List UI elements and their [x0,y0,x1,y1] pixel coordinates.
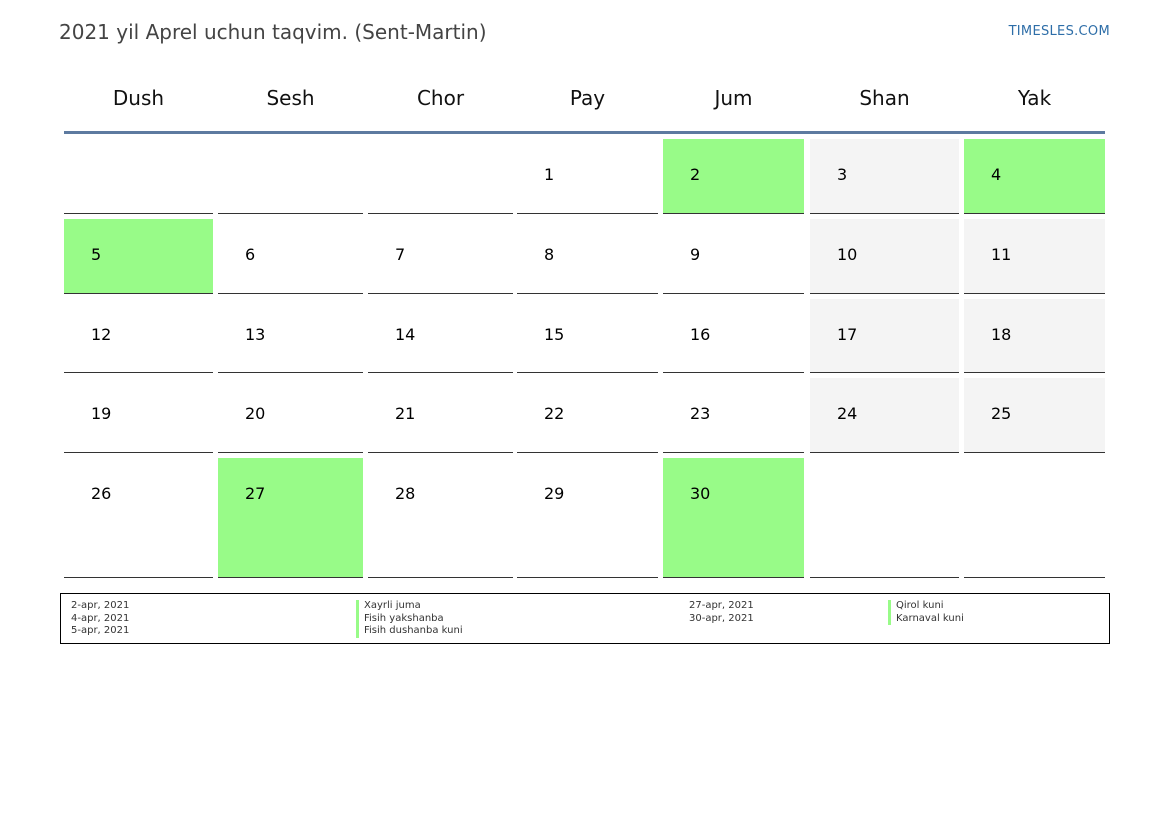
day-cell[interactable]: 13 [218,299,363,373]
legend-date: 27-apr, 2021 [689,600,754,611]
empty-day-cell [64,139,213,214]
day-cell[interactable]: 20 [218,378,363,453]
day-cell[interactable]: 26 [64,458,213,578]
legend-holiday-name: Qirol kuni [888,600,964,613]
day-number: 24 [837,404,858,423]
legend-holiday-name: Fisih dushanba kuni [356,625,463,638]
day-number: 12 [91,325,112,344]
day-cell[interactable]: 8 [517,219,658,294]
legend-dates-left: 2-apr, 2021 4-apr, 2021 5-apr, 2021 [71,600,129,638]
day-number: 5 [91,245,102,264]
day-number: 16 [690,325,711,344]
legend-date: 2-apr, 2021 [71,600,130,611]
day-number: 15 [544,325,565,344]
day-cell[interactable]: 15 [517,299,658,373]
day-number: 14 [395,325,416,344]
page-title: 2021 yil Aprel uchun taqvim. (Sent-Marti… [59,20,487,44]
weekday-header: Yak [1017,86,1052,110]
calendar-grid: Dush Sesh Chor Pay Jum Shan Yak 1 2 3 4 5 6 7 8 9 10 11 12… [64,80,1105,580]
legend-holiday-name: Fisih yakshanba [356,612,463,625]
weekday-header: Jum [714,86,753,110]
weekday-header: Dush [112,86,165,110]
holiday-day-cell[interactable]: 4 [964,139,1105,214]
day-number: 3 [837,165,848,184]
day-cell[interactable]: 6 [218,219,363,294]
day-number: 29 [544,484,565,503]
day-cell[interactable]: 29 [517,458,658,578]
day-number: 13 [245,325,266,344]
day-number: 25 [991,404,1012,423]
day-number: 9 [690,245,701,264]
day-number: 22 [544,404,565,423]
day-cell[interactable]: 18 [964,299,1105,373]
holiday-day-cell[interactable]: 2 [663,139,804,214]
header-divider [64,131,1105,134]
day-number: 27 [245,484,266,503]
day-cell[interactable]: 11 [964,219,1105,294]
day-cell[interactable]: 22 [517,378,658,453]
weekday-header: Chor [416,86,465,110]
day-number: 20 [245,404,266,423]
weekday-header: Sesh [266,86,315,110]
day-number: 21 [395,404,416,423]
day-cell[interactable]: 7 [368,219,513,294]
day-number: 19 [91,404,112,423]
legend-date: 5-apr, 2021 [71,625,130,636]
day-cell[interactable]: 14 [368,299,513,373]
legend-date: 4-apr, 2021 [71,612,130,624]
weekday-header: Pay [569,86,606,110]
day-cell[interactable]: 21 [368,378,513,453]
day-number: 10 [837,245,858,264]
day-cell[interactable]: 1 [517,139,658,214]
day-number: 4 [991,165,1002,184]
day-number: 30 [690,484,711,503]
day-number: 1 [544,165,555,184]
day-cell[interactable]: 25 [964,378,1105,453]
empty-day-cell [218,139,363,214]
day-cell[interactable]: 12 [64,299,213,373]
holiday-legend: 2-apr, 2021 4-apr, 2021 5-apr, 2021 Xayr… [60,593,1110,644]
holiday-day-cell[interactable]: 27 [218,458,363,578]
day-cell[interactable]: 9 [663,219,804,294]
legend-names-left: Xayrli juma Fisih yakshanba Fisih dushan… [356,600,463,638]
day-cell[interactable]: 16 [663,299,804,373]
day-cell[interactable]: 28 [368,458,513,578]
day-cell[interactable]: 24 [810,378,959,453]
day-number: 2 [690,165,701,184]
empty-day-cell [964,458,1105,578]
day-number: 7 [395,245,406,264]
brand-link[interactable]: TIMESLES.COM [1008,24,1110,39]
legend-names-right: Qirol kuni Karnaval kuni [888,600,964,625]
legend-dates-right: 27-apr, 2021 30-apr, 2021 [689,600,754,625]
day-number: 17 [837,325,858,344]
day-cell[interactable]: 23 [663,378,804,453]
day-number: 28 [395,484,416,503]
day-cell[interactable]: 10 [810,219,959,294]
day-number: 26 [91,484,112,503]
day-number: 6 [245,245,256,264]
day-number: 23 [690,404,711,423]
empty-day-cell [810,458,959,578]
legend-date: 30-apr, 2021 [689,612,754,624]
holiday-day-cell[interactable]: 5 [64,219,213,294]
day-cell[interactable]: 19 [64,378,213,453]
legend-holiday-name: Karnaval kuni [888,612,964,625]
day-number: 11 [991,245,1012,264]
day-number: 8 [544,245,555,264]
empty-day-cell [368,139,513,214]
day-cell[interactable]: 3 [810,139,959,214]
day-number: 18 [991,325,1012,344]
day-cell[interactable]: 17 [810,299,959,373]
legend-holiday-name: Xayrli juma [356,600,463,613]
holiday-day-cell[interactable]: 30 [663,458,804,578]
weekday-header: Shan [859,86,910,110]
